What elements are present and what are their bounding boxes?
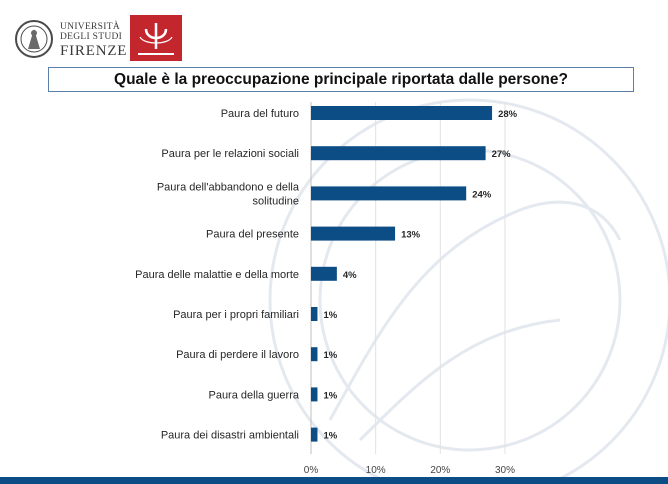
x-tick-label: 10% — [366, 465, 386, 476]
category-label: Paura delle malattie e della morte — [135, 269, 299, 281]
data-label: 1% — [323, 390, 337, 401]
chart-title: Quale è la preoccupazione principale rip… — [114, 70, 568, 88]
category-label-line: Paura delle malattie e della morte — [135, 269, 299, 281]
category-label: Paura della guerra — [208, 389, 299, 401]
data-label: 28% — [498, 109, 518, 120]
university-name: UNIVERSITÀ DEGLI STUDI FIRENZE — [60, 22, 128, 60]
category-label-line: Paura dei disastri ambientali — [161, 430, 299, 442]
bar — [311, 427, 318, 442]
category-label-line: Paura dell'abbandono e della — [157, 181, 300, 193]
data-label: 13% — [401, 230, 421, 241]
category-label-line: Paura del presente — [206, 229, 299, 241]
university-logo[interactable]: UNIVERSITÀ DEGLI STUDI FIRENZE — [14, 16, 128, 64]
bar — [311, 266, 337, 281]
bar — [311, 146, 486, 161]
x-tick-label: 20% — [430, 465, 450, 476]
category-label-line: Paura del futuro — [221, 108, 299, 120]
university-line3: FIRENZE — [60, 42, 128, 59]
category-label-line: Paura della guerra — [208, 389, 299, 401]
psychology-logo[interactable] — [130, 15, 182, 61]
bar — [311, 106, 493, 120]
category-label: Paura dell'abbandono e della solitudine — [157, 181, 300, 207]
bar — [311, 226, 396, 241]
data-label: 1% — [323, 310, 337, 321]
university-line2: DEGLI STUDI — [60, 31, 123, 42]
category-label: Paura per i propri familiari — [173, 309, 299, 321]
data-label: 1% — [323, 431, 337, 442]
university-line1: UNIVERSITÀ — [60, 22, 120, 32]
category-label: Paura per le relazioni sociali — [161, 148, 299, 160]
psi-icon — [138, 23, 174, 55]
data-label: 4% — [343, 270, 357, 281]
category-label-line: solitudine — [253, 195, 299, 207]
x-tick-label: 30% — [495, 465, 515, 476]
bar — [311, 347, 318, 362]
bar — [311, 307, 318, 321]
chart-title-box: Quale è la preoccupazione principale rip… — [48, 67, 634, 92]
bar — [311, 186, 467, 201]
data-label: 24% — [472, 189, 492, 200]
bar — [311, 387, 318, 402]
category-label: Paura di perdere il lavoro — [176, 349, 299, 361]
category-label-line: Paura per i propri familiari — [173, 309, 299, 321]
data-label: 1% — [323, 350, 337, 361]
category-label: Paura dei disastri ambientali — [161, 430, 299, 442]
university-seal-icon — [15, 20, 53, 58]
category-label: Paura del presente — [206, 229, 299, 241]
category-label-line: Paura di perdere il lavoro — [176, 349, 299, 361]
category-label: Paura del futuro — [221, 108, 299, 120]
bottom-bar — [0, 477, 668, 484]
data-label: 27% — [492, 149, 512, 160]
category-label-line: Paura per le relazioni sociali — [161, 148, 299, 160]
x-tick-label: 0% — [304, 465, 319, 476]
